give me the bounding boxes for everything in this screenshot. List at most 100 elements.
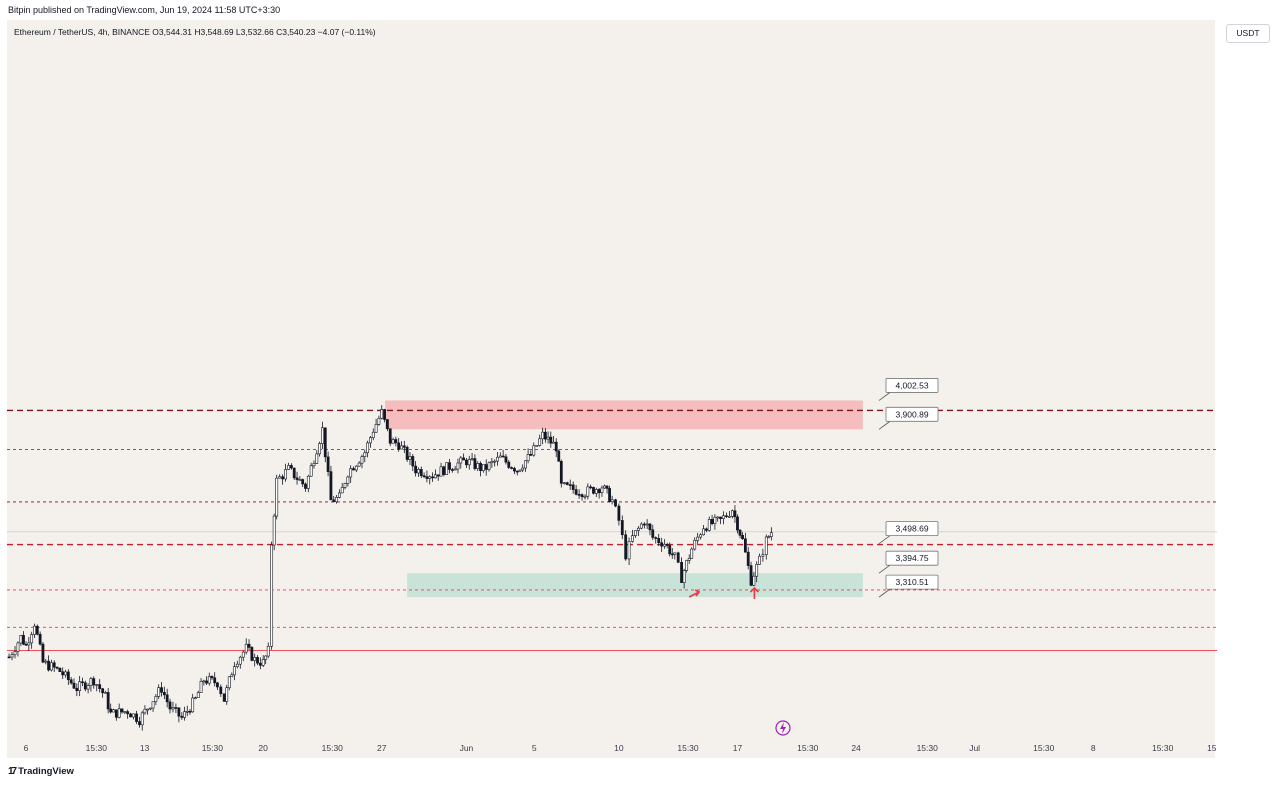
candle-body: [213, 677, 217, 684]
candle-body: [577, 494, 581, 496]
price-chart[interactable]: 4,250.004,150.004,050.003,890.003,810.00…: [7, 20, 1220, 758]
candle-body: [253, 657, 257, 661]
candle-body: [227, 676, 231, 689]
candle-body: [160, 687, 163, 693]
candle-body: [369, 437, 372, 444]
currency-button[interactable]: USDT: [1226, 24, 1270, 43]
candle-body: [391, 439, 395, 444]
candle-body: [321, 427, 324, 444]
candle-body: [600, 487, 604, 494]
candle-body: [199, 681, 203, 693]
candle-body: [151, 701, 155, 709]
callout-box[interactable]: [885, 406, 939, 422]
callout-label: 3,310.51: [895, 577, 928, 587]
candle-body: [574, 489, 578, 495]
candle-body: [222, 693, 226, 702]
candle-body: [442, 466, 446, 475]
candle-body: [660, 542, 664, 547]
candle-body: [44, 660, 48, 663]
callout-box[interactable]: [885, 378, 939, 393]
candle-body: [41, 643, 45, 663]
x-tick-label: 27: [377, 743, 387, 753]
lightning-icon[interactable]: [775, 720, 791, 736]
candle-body: [298, 479, 302, 481]
candle-body: [86, 685, 90, 690]
candle-body: [10, 654, 14, 658]
candle-body: [7, 656, 11, 659]
candle-body: [755, 564, 759, 577]
candle-body: [385, 419, 389, 430]
candle-body: [104, 692, 108, 694]
callout-pointer: [878, 421, 891, 430]
callout-label: 3,498.69: [895, 524, 928, 534]
candle-body: [562, 482, 566, 484]
candle-body: [132, 713, 135, 718]
candle-body: [266, 645, 270, 657]
candle-body: [289, 465, 293, 469]
arrow-right-icon: [688, 589, 701, 598]
candle-body: [135, 713, 138, 722]
callout-pointer: [878, 564, 891, 574]
callout-pointer: [878, 392, 891, 401]
candle-body: [419, 469, 423, 476]
candle-body: [408, 456, 412, 460]
candle-body: [168, 701, 172, 710]
candle-body: [225, 687, 229, 702]
candle-body: [318, 443, 322, 455]
candle-body: [374, 424, 378, 433]
chart-area[interactable]: 4,250.004,150.004,050.003,890.003,810.00…: [7, 20, 1220, 758]
candle-body: [27, 642, 31, 646]
candle-body: [738, 529, 742, 536]
candle-body: [138, 721, 141, 726]
price-scale-gap: [1215, 20, 1220, 758]
callout-box[interactable]: [885, 574, 939, 590]
candle-body: [425, 476, 429, 479]
callout-box[interactable]: [885, 550, 939, 566]
candle-body: [583, 495, 587, 498]
candle-body: [549, 436, 553, 444]
candle-body: [275, 477, 279, 517]
candle-body: [707, 519, 711, 531]
candle-body: [642, 523, 646, 526]
candle-body: [510, 467, 514, 469]
candle-body: [183, 711, 186, 718]
tradingview-logo-icon: 17: [8, 766, 17, 777]
candle-body: [580, 494, 584, 498]
callout-box[interactable]: [885, 521, 939, 537]
candle-body: [301, 479, 305, 485]
candle-body: [284, 469, 288, 480]
candle-body: [205, 680, 208, 684]
candle-body: [400, 445, 403, 450]
candle-body: [481, 464, 485, 471]
candle-body: [456, 462, 460, 470]
candle-body: [19, 635, 23, 644]
candle-body: [81, 681, 84, 684]
candle-body: [473, 458, 477, 469]
candle-body: [52, 662, 56, 668]
x-tick-label: 10: [614, 743, 624, 753]
candle-body: [16, 642, 20, 652]
candle-body: [309, 465, 313, 477]
x-tick-label: 15:30: [677, 743, 699, 753]
candle-body: [146, 708, 150, 711]
candle-body: [247, 643, 251, 648]
candle-body: [83, 682, 87, 690]
candle-body: [162, 692, 166, 696]
tradingview-logo[interactable]: 17 TradingView: [8, 766, 74, 777]
candle-body: [597, 489, 601, 494]
candle-body: [120, 708, 124, 713]
candle-body: [767, 536, 771, 538]
candle-body: [123, 711, 127, 713]
candle-body: [554, 441, 558, 452]
x-tick-label: 15:30: [1152, 743, 1174, 753]
callout-pointer: [878, 535, 891, 544]
candle-body: [620, 520, 624, 536]
candle-body: [736, 516, 739, 531]
candle-body: [232, 666, 236, 676]
candle-body: [668, 545, 672, 555]
candle-body: [75, 687, 79, 691]
candle-body: [680, 562, 683, 583]
x-tick-label: 6: [24, 743, 29, 753]
candle-body: [559, 461, 563, 484]
candle-body: [467, 459, 471, 466]
